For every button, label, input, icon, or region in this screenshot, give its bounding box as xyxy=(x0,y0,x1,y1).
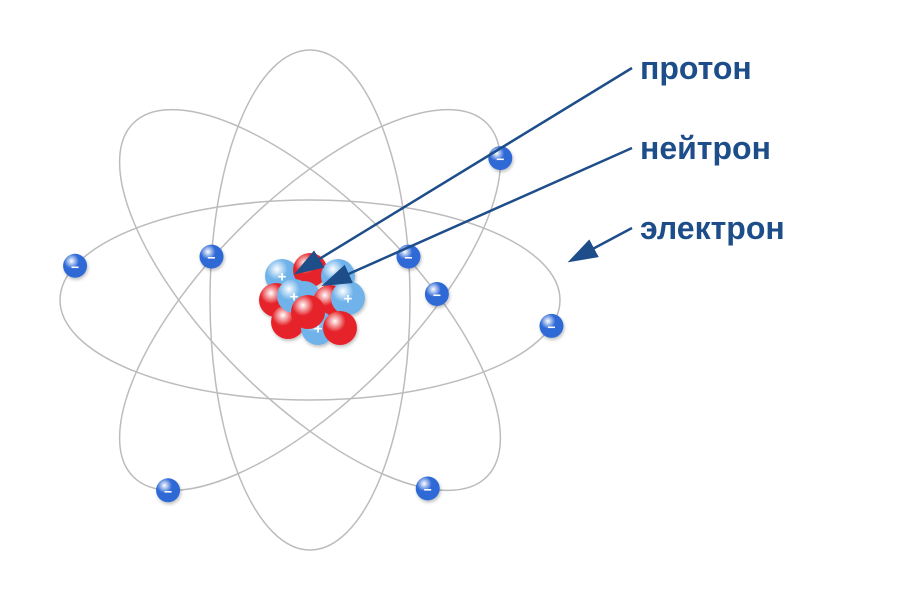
electron-symbol: − xyxy=(433,287,441,303)
electron: − xyxy=(200,245,224,269)
electron-symbol: − xyxy=(404,250,412,266)
electron-symbol: − xyxy=(207,250,215,266)
electron-symbol: − xyxy=(164,483,172,499)
electron-symbol: − xyxy=(496,151,504,167)
neutron xyxy=(323,311,357,345)
atom-svg: − − − − − − − − ++++++ xyxy=(0,0,900,600)
label-electron: электрон xyxy=(640,210,785,247)
label-neutron: нейтрон xyxy=(640,130,771,167)
electron-arrow xyxy=(572,228,632,260)
electron-symbol: − xyxy=(424,481,432,497)
neutron-arrow xyxy=(326,148,632,284)
neutron xyxy=(291,295,325,329)
electron: − xyxy=(425,282,449,306)
atom-diagram: − − − − − − − − ++++++ протон нейтрон электрон xyxy=(0,0,900,600)
proton-symbol: + xyxy=(344,291,353,308)
proton: + xyxy=(331,281,365,315)
electron: − xyxy=(539,314,563,338)
label-proton: протон xyxy=(640,50,752,87)
arrows-group xyxy=(298,68,632,284)
nucleus-group: ++++++ xyxy=(259,253,365,345)
electron: − xyxy=(156,478,180,502)
electron: − xyxy=(416,476,440,500)
electron-symbol: − xyxy=(71,259,79,275)
electron: − xyxy=(63,254,87,278)
electron-symbol: − xyxy=(547,319,555,335)
